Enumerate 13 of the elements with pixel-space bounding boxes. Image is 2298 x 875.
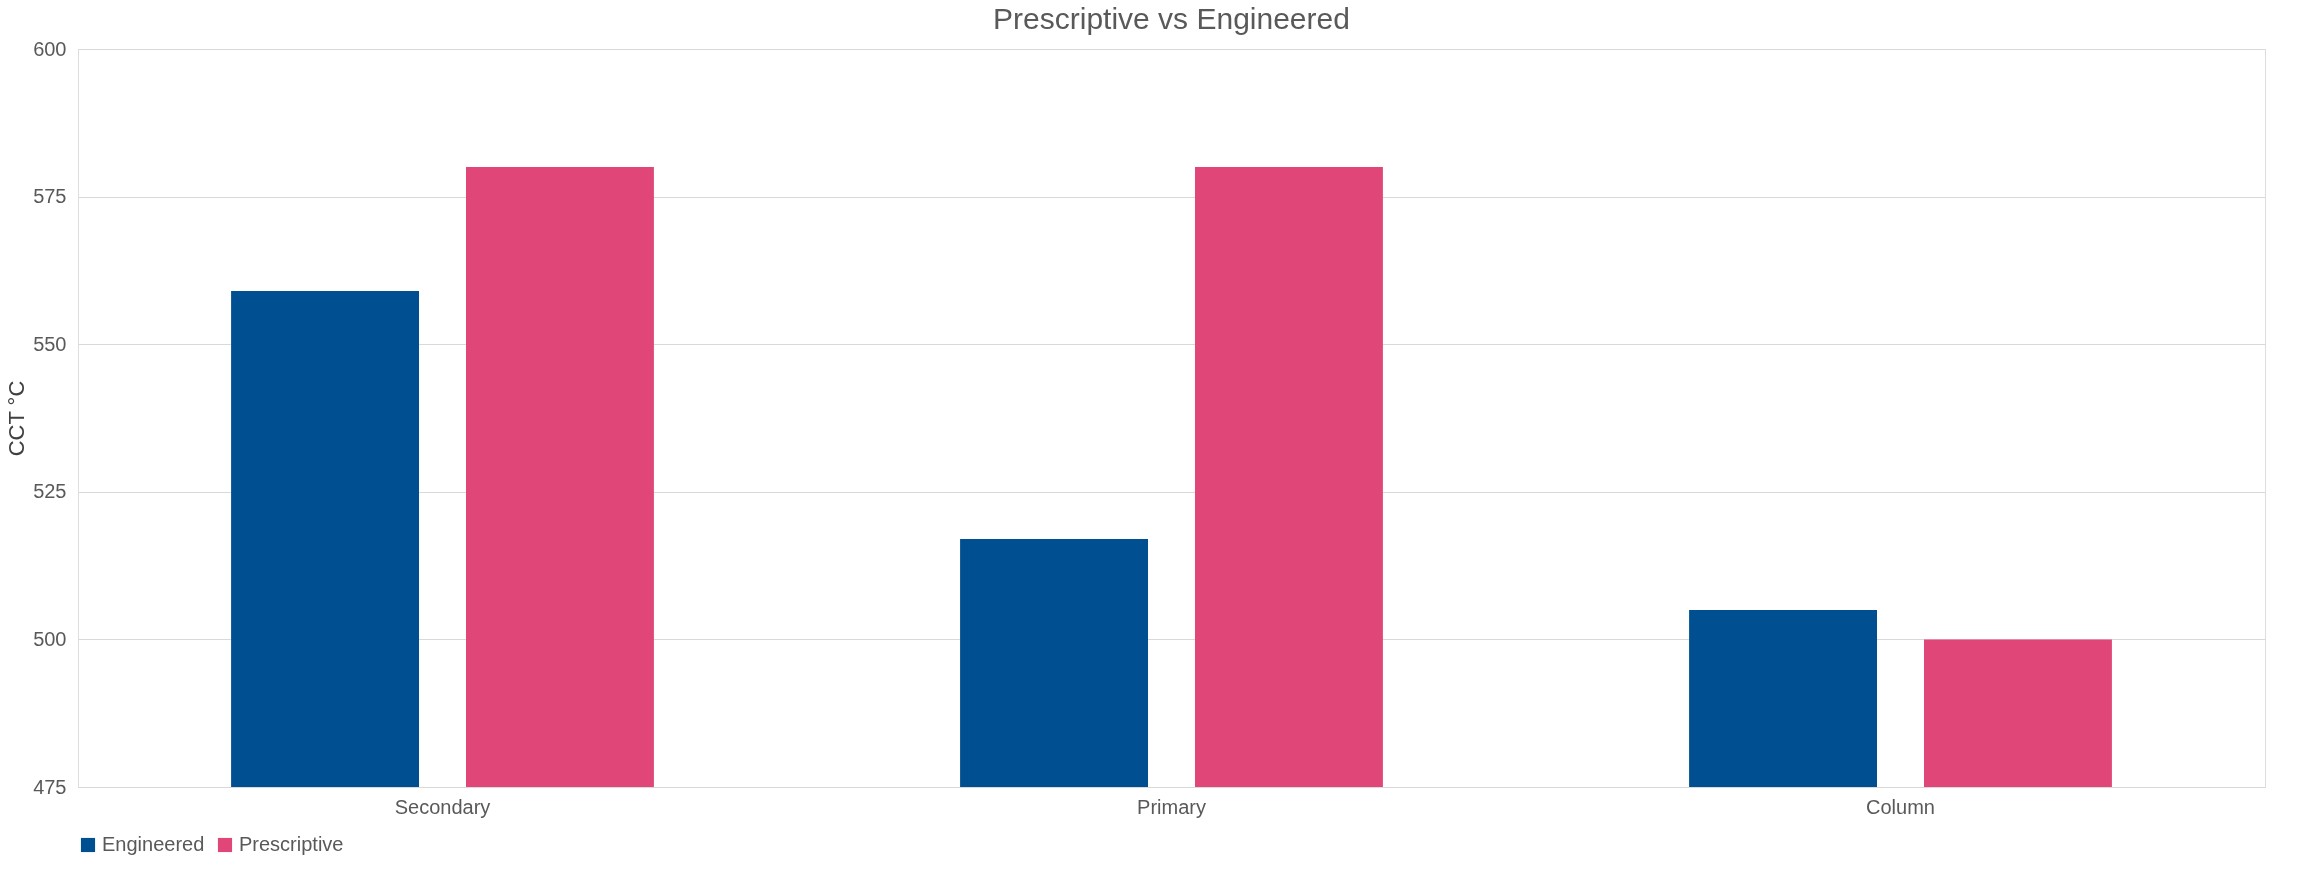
x-tick-label: Column	[1866, 795, 1935, 818]
y-tick-label: 575	[33, 185, 67, 208]
y-tick-label: 475	[33, 775, 67, 798]
y-axis-title: CCT °C	[4, 380, 30, 457]
chart-title: Prescriptive vs Engineered	[993, 2, 1350, 35]
y-tick-label: 550	[33, 332, 67, 355]
y-tick-label: 600	[33, 37, 67, 60]
y-tick-label: 500	[33, 627, 67, 650]
legend-label: Engineered	[102, 833, 205, 855]
x-tick-label: Secondary	[394, 795, 491, 818]
legend-label: Prescriptive	[239, 833, 344, 855]
x-tick-label: Primary	[1137, 795, 1206, 818]
y-tick-label: 525	[33, 480, 67, 503]
